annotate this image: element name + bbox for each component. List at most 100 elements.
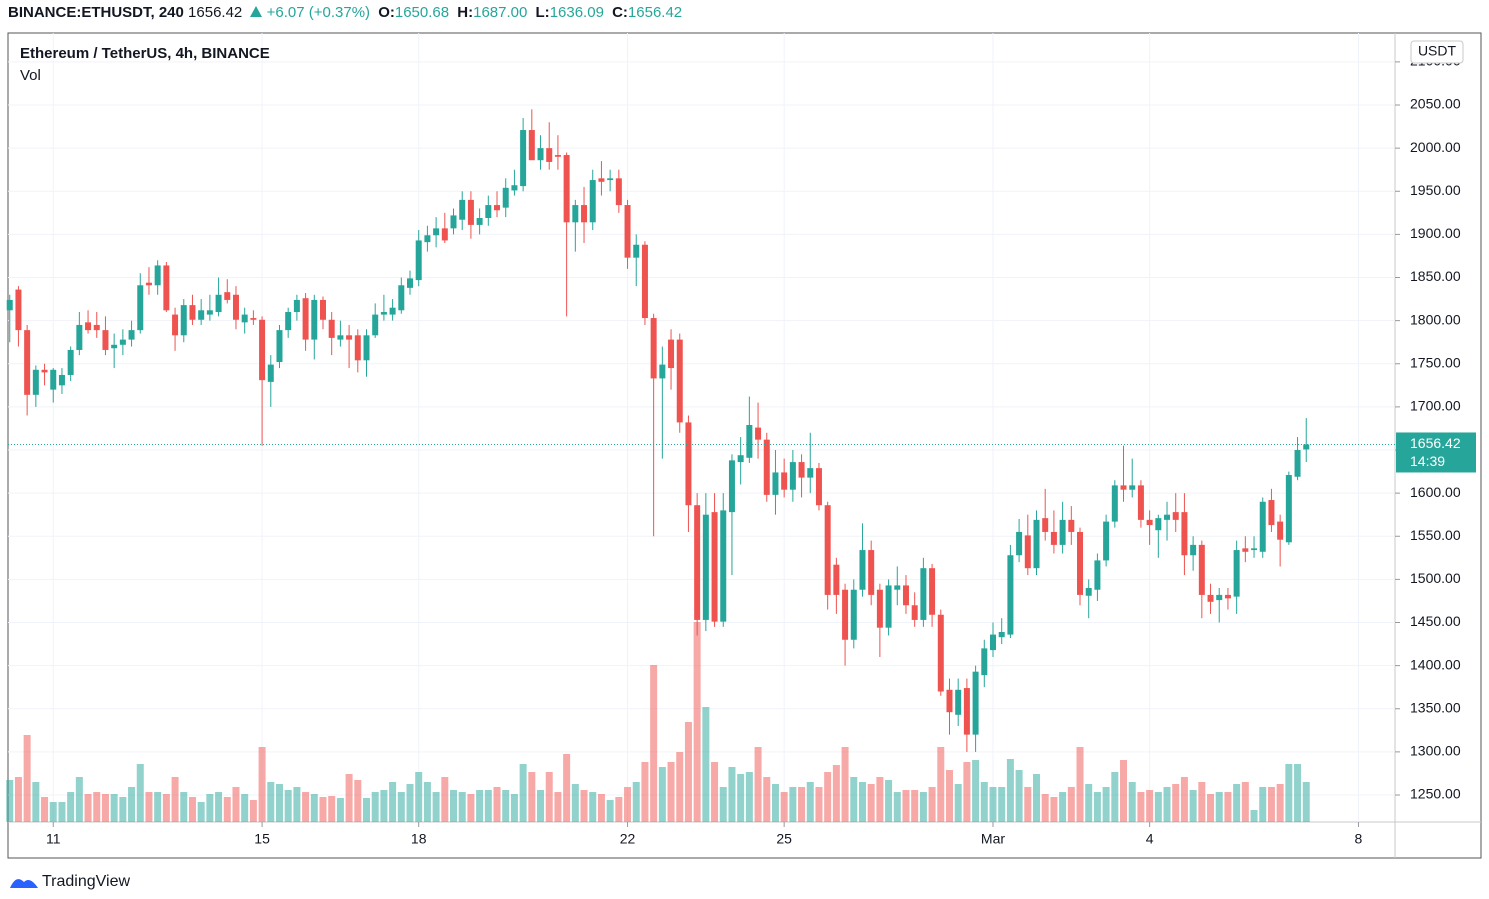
volume-bar (1033, 774, 1041, 822)
volume-bar (371, 792, 379, 822)
volume-bar (319, 797, 327, 822)
volume-bar (719, 787, 727, 822)
y-tick-label: 1350.00 (1410, 699, 1461, 715)
volume-bar (328, 796, 336, 822)
symbol-header: BINANCE:ETHUSDT, 240 1656.42 +6.07 (+0.3… (8, 4, 686, 21)
volume-bar (1302, 782, 1310, 822)
candle-body (972, 671, 979, 735)
volume-bar (1207, 794, 1215, 822)
y-tick-label: 1300.00 (1410, 743, 1461, 759)
volume-bar (128, 787, 136, 822)
candle-body (1077, 531, 1084, 595)
candle-body (1285, 475, 1292, 543)
volume-bar (14, 777, 22, 822)
candle-body (598, 178, 605, 182)
volume-bar (215, 792, 223, 822)
volume-bar (41, 797, 49, 822)
l-label: L: (535, 4, 550, 21)
candle-body (981, 648, 988, 676)
volume-bar (684, 722, 692, 822)
volume-bar (1076, 747, 1084, 822)
x-tick-label: 22 (620, 831, 636, 847)
volume-bar (1198, 782, 1206, 822)
candle-body (259, 319, 266, 381)
volume-bar (49, 802, 57, 822)
candle-body (772, 472, 779, 495)
volume-bar (658, 767, 666, 822)
candle-body (1242, 548, 1249, 552)
candle-body (668, 339, 675, 369)
volume-bar (650, 665, 658, 822)
volume-bar (989, 787, 997, 822)
volume-bar (493, 787, 501, 822)
volume-bar (380, 790, 388, 822)
candle-body (902, 585, 909, 606)
candle-body (337, 335, 344, 340)
candle-body (998, 631, 1005, 638)
candle-body (250, 318, 257, 320)
candle-body (1294, 450, 1301, 477)
candle-body (528, 130, 535, 161)
volume-bar (1093, 792, 1101, 822)
candle-body (607, 178, 614, 181)
candle-body (833, 564, 840, 595)
volume-label: Vol (20, 67, 41, 84)
candle-body (380, 312, 387, 315)
volume-bar (197, 802, 205, 822)
volume-bar (502, 790, 510, 822)
candle-body (241, 314, 248, 323)
candle-body (702, 514, 709, 620)
candle-body (920, 568, 927, 620)
volume-bar (450, 790, 458, 822)
volume-bar (745, 772, 753, 822)
volume-bar (1006, 759, 1014, 822)
c-label: C: (612, 4, 628, 21)
volume-bar (415, 772, 423, 822)
candle-body (1277, 521, 1284, 540)
candle-body (354, 335, 361, 361)
candle-body (876, 589, 883, 628)
candle-body (546, 148, 553, 162)
candle-body (1155, 518, 1162, 531)
y-tick-label: 1750.00 (1410, 354, 1461, 370)
volume-bar (510, 794, 518, 822)
candle-body (537, 148, 544, 161)
candle-body (650, 318, 657, 379)
volume-bar (206, 794, 214, 822)
candle-body (450, 215, 457, 229)
volume-bar (928, 787, 936, 822)
candle-body (328, 319, 335, 338)
candle-body (485, 205, 492, 219)
volume-bar (1189, 790, 1197, 822)
volume-bar (1180, 777, 1188, 822)
volume-bar (284, 790, 292, 822)
volume-bar (1285, 764, 1293, 822)
candle-body (1016, 531, 1023, 556)
candle-body (850, 589, 857, 640)
volume-bar (885, 780, 893, 822)
volume-bar (806, 782, 814, 822)
y-tick-label: 1500.00 (1410, 570, 1461, 586)
volume-bar (397, 792, 405, 822)
candle-body (1259, 501, 1266, 552)
y-tick-label: 1800.00 (1410, 311, 1461, 327)
volume-bar (998, 787, 1006, 822)
volume-bar (93, 792, 101, 822)
x-tick-label: 4 (1146, 831, 1154, 847)
volume-bar (624, 787, 632, 822)
candle-body (842, 589, 849, 640)
candle-body (1068, 519, 1075, 532)
candle-body (494, 205, 501, 211)
candle-body (102, 330, 109, 350)
candle-body (267, 364, 274, 382)
candle-body (67, 349, 74, 375)
volume-bar (911, 790, 919, 822)
volume-bar (119, 797, 127, 822)
volume-bar (1154, 792, 1162, 822)
volume-bar (267, 782, 275, 822)
volume-bar (754, 747, 762, 822)
volume-bar (1015, 770, 1023, 822)
candle-body (58, 374, 65, 386)
volume-bar (606, 800, 614, 822)
volume-bar (467, 794, 475, 822)
